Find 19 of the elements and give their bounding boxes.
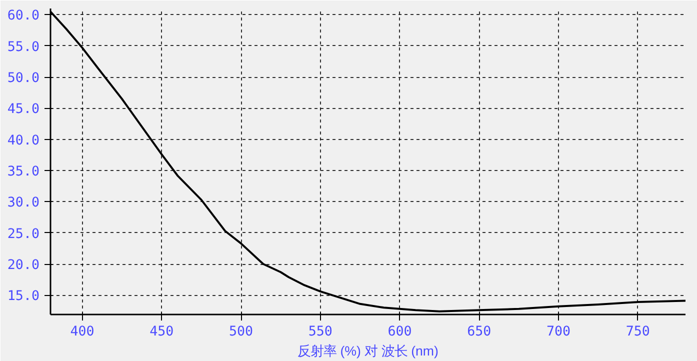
x-tick-label: 700	[546, 324, 571, 340]
x-tick-label: 600	[388, 324, 412, 340]
y-tick-label: 35.0	[7, 164, 40, 180]
y-tick-label: 15.0	[7, 289, 40, 304]
x-tick-label: 550	[308, 324, 332, 340]
y-tick-label: 40.0	[7, 133, 40, 148]
x-tick-label: 450	[150, 324, 174, 340]
y-tick-label: 25.0	[7, 226, 40, 242]
x-tick-label: 650	[467, 324, 492, 340]
y-tick-label: 45.0	[7, 102, 40, 118]
x-tick-label: 500	[228, 324, 254, 340]
y-tick-label: 50.0	[7, 71, 40, 86]
x-tick-label: 750	[626, 324, 650, 340]
x-axis-title: 反射率 (%) 对 波长 (nm)	[298, 344, 438, 358]
y-tick-label: 55.0	[7, 40, 40, 55]
x-tick-label: 400	[70, 324, 94, 340]
y-tick-label: 20.0	[7, 258, 40, 274]
y-tick-label: 30.0	[7, 196, 40, 211]
y-tick-label: 60.0	[7, 8, 40, 24]
